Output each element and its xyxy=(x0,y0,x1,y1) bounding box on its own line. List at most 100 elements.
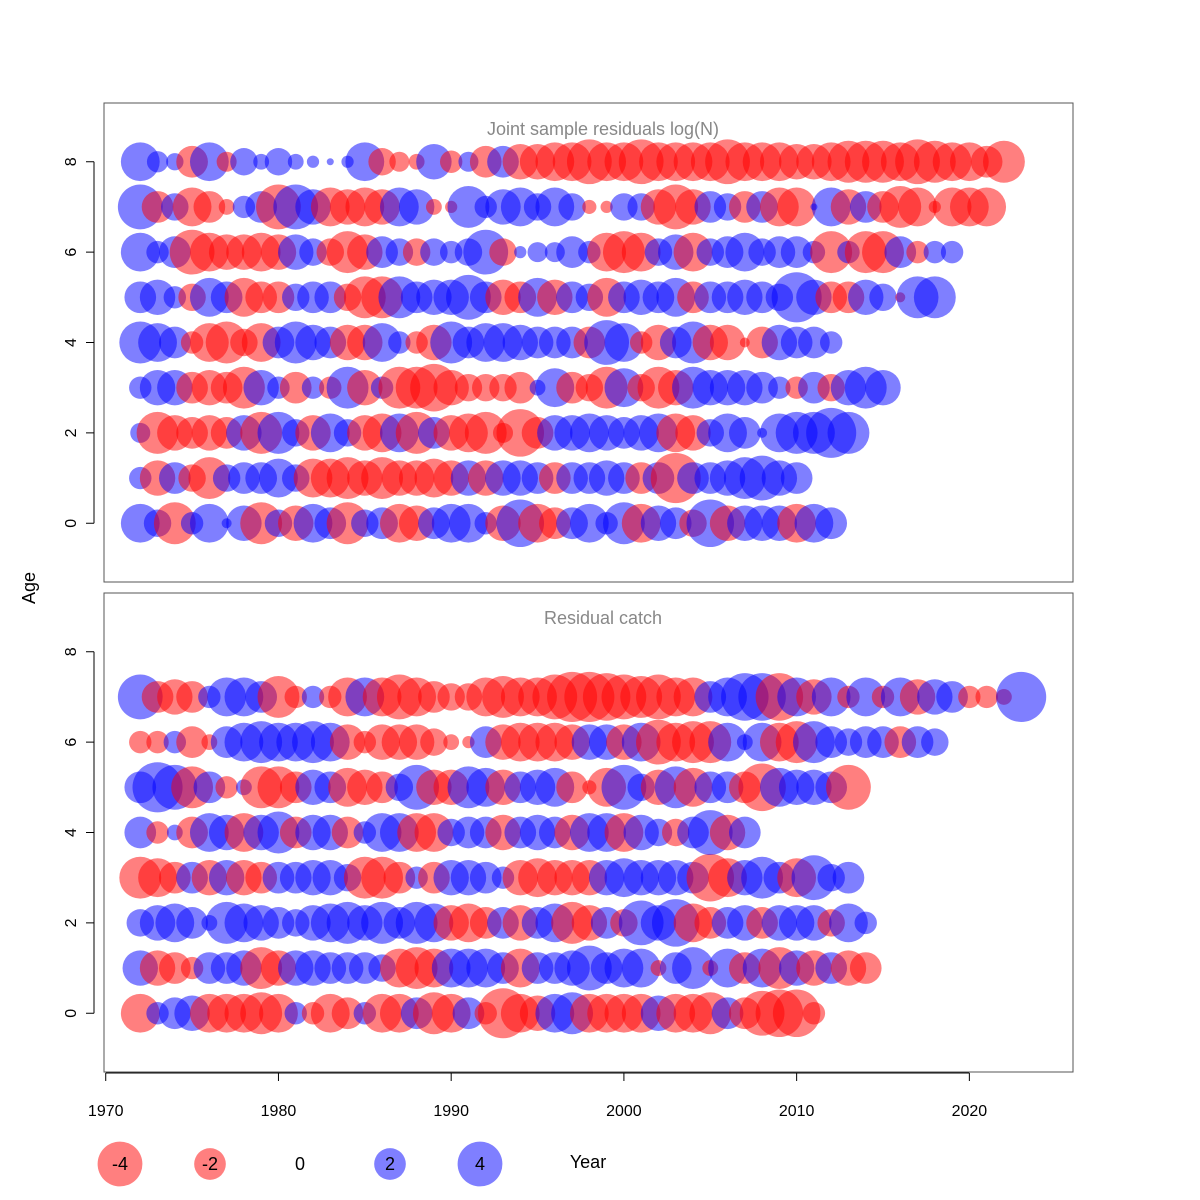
bubble-top-age4-year2000 xyxy=(604,323,644,362)
bubble-top-age8-year1978 xyxy=(230,148,258,176)
bubble-top-age3-year1981 xyxy=(279,371,312,404)
panel-joint-sample-residuals: Joint sample residuals log(N) 0 2 4 6 8 xyxy=(63,102,1074,583)
bubble-top-age7-year2021 xyxy=(967,187,1007,227)
y-axis-label: Age xyxy=(19,572,39,604)
bubble-bottom-age6-year1984 xyxy=(329,724,366,760)
bubble-top-age6-year2018 xyxy=(923,240,947,264)
bubble-top-age8-year1976 xyxy=(189,142,229,182)
y-tick-label-top-0: 0 xyxy=(63,519,80,528)
bubble-bottom-age5-year2013 xyxy=(826,764,871,810)
bubble-top-age7-year1997 xyxy=(558,193,586,221)
bubble-top-age6-year1989 xyxy=(420,238,448,266)
bubble-group-bottom xyxy=(117,671,1047,1039)
bubble-top-age6-year1993 xyxy=(489,238,517,266)
bubble-bottom-age7-year2019 xyxy=(936,681,968,713)
bubble-top-age5-year2018 xyxy=(913,276,956,319)
bubble-bottom-age7-year2023 xyxy=(996,671,1047,722)
legend-bubble-4 xyxy=(457,1141,503,1187)
bubble-bottom-age0-year2010 xyxy=(772,989,821,1038)
panel-title-bottom: Residual catch xyxy=(544,608,662,628)
bubble-top-age8-year1982 xyxy=(306,155,320,168)
bubble-bottom-age0-year1980 xyxy=(259,993,298,1033)
bubble-bottom-age0-year1991 xyxy=(452,997,485,1030)
bubble-top-age6-year2019 xyxy=(940,240,964,264)
y-tick-label-top-2: 2 xyxy=(63,428,80,437)
bubble-bottom-age5-year1997 xyxy=(556,771,588,804)
bubble-bottom-age6-year1972 xyxy=(129,730,152,754)
bubble-top-age4-year2006 xyxy=(709,324,746,361)
bubble-top-age4-year1987 xyxy=(388,331,411,354)
legend-bubble--2 xyxy=(194,1148,226,1180)
bubble-top-age3-year2008 xyxy=(746,371,778,404)
bubble-top-age0-year1998 xyxy=(569,503,609,543)
legend: -4 -2 0 2 4 xyxy=(97,1141,503,1187)
bubble-top-age8-year1973 xyxy=(146,151,169,173)
bubble-bottom-age0-year1984 xyxy=(331,997,364,1030)
bubble-top-age8-year1983 xyxy=(326,158,334,166)
bubble-top-age0-year2012 xyxy=(815,507,848,540)
bubble-bottom-age1-year1974 xyxy=(158,952,191,984)
bubble-top-age6-year2010 xyxy=(780,236,813,268)
bubble-top-age8-year1979 xyxy=(253,153,270,170)
bubble-top-age6-year1994 xyxy=(514,245,527,259)
bubble-top-age7-year1991 xyxy=(447,185,490,228)
bubble-bottom-age6-year1989 xyxy=(420,728,448,756)
bubble-top-age0-year1991 xyxy=(449,503,488,543)
bubble-top-age7-year2017 xyxy=(898,187,937,227)
bubble-top-age3-year1994 xyxy=(504,371,537,404)
bubble-bottom-age4-year1972 xyxy=(124,816,157,849)
bubble-top-age6-year1995 xyxy=(527,242,548,263)
panel-title-top: Joint sample residuals log(N) xyxy=(487,119,719,139)
legend-bubble--4 xyxy=(97,1141,143,1187)
bubble-bottom-age7-year1980 xyxy=(257,675,300,718)
bubble-top-age3-year2015 xyxy=(865,369,901,406)
y-tick-label-top-4: 4 xyxy=(63,338,80,347)
bubble-bottom-age6-year1975 xyxy=(176,726,208,758)
bubble-top-age0-year1976 xyxy=(189,503,229,543)
y-tick-label-bottom-4: 4 xyxy=(63,828,80,837)
x-axis-label: Year xyxy=(570,1152,606,1172)
bubble-bottom-age1-year2004 xyxy=(672,947,714,990)
bubble-top-age1-year2010 xyxy=(780,462,813,494)
bubble-top-age4-year2012 xyxy=(819,331,843,354)
bubble-bottom-age6-year2018 xyxy=(921,728,949,756)
x-tick-label-2000: 2000 xyxy=(606,1103,642,1120)
bubble-bottom-age6-year2006 xyxy=(708,722,747,762)
bubble-top-age6-year1972 xyxy=(120,232,160,272)
bubble-top-age8-year1986 xyxy=(368,148,396,176)
bubble-bottom-age7-year1975 xyxy=(176,681,208,713)
bubble-top-age2-year1992 xyxy=(464,411,507,454)
bubble-bottom-age4-year2007 xyxy=(728,816,761,849)
bubble-top-age8-year1981 xyxy=(287,153,304,170)
bubble-top-age7-year1998 xyxy=(582,199,597,215)
bubble-bottom-age6-year1990 xyxy=(443,734,460,751)
bubble-top-age5-year2015 xyxy=(869,283,897,312)
bubble-top-age2-year2013 xyxy=(827,411,870,454)
bubble-top-age8-year1989 xyxy=(416,144,452,180)
bubble-top-age8-year1972 xyxy=(120,142,160,182)
bubble-top-age6-year1997 xyxy=(556,236,588,268)
bubble-group-top xyxy=(117,139,1025,548)
x-tick-label-2010: 2010 xyxy=(779,1103,815,1120)
bubble-bottom-age7-year2021 xyxy=(975,685,998,709)
bubble-bottom-age3-year1992 xyxy=(469,861,502,894)
bubble-top-age8-year2022 xyxy=(982,140,1025,183)
y-tick-label-bottom-6: 6 xyxy=(63,738,80,747)
legend-label-2: 2 xyxy=(385,1154,395,1174)
bubble-top-age5-year1973 xyxy=(139,279,176,316)
bubble-top-age3-year2009 xyxy=(768,376,791,399)
bubble-top-age8-year1987 xyxy=(389,151,410,172)
bubble-bottom-age2-year1975 xyxy=(176,907,208,939)
bubble-bottom-age6-year1973 xyxy=(146,730,169,754)
legend-label--2: -2 xyxy=(202,1154,218,1174)
bubble-top-age8-year1990 xyxy=(439,150,463,173)
bubble-bottom-age1-year2014 xyxy=(849,952,882,984)
bubble-bottom-age7-year1982 xyxy=(301,685,325,709)
bubble-top-age4-year1986 xyxy=(362,323,402,362)
bubble-top-age4-year1974 xyxy=(158,326,191,359)
legend-label--4: -4 xyxy=(112,1154,128,1174)
x-tick-label-1990: 1990 xyxy=(433,1103,469,1120)
bubble-bottom-age4-year1984 xyxy=(331,816,364,849)
legend-bubble-2 xyxy=(374,1148,406,1180)
